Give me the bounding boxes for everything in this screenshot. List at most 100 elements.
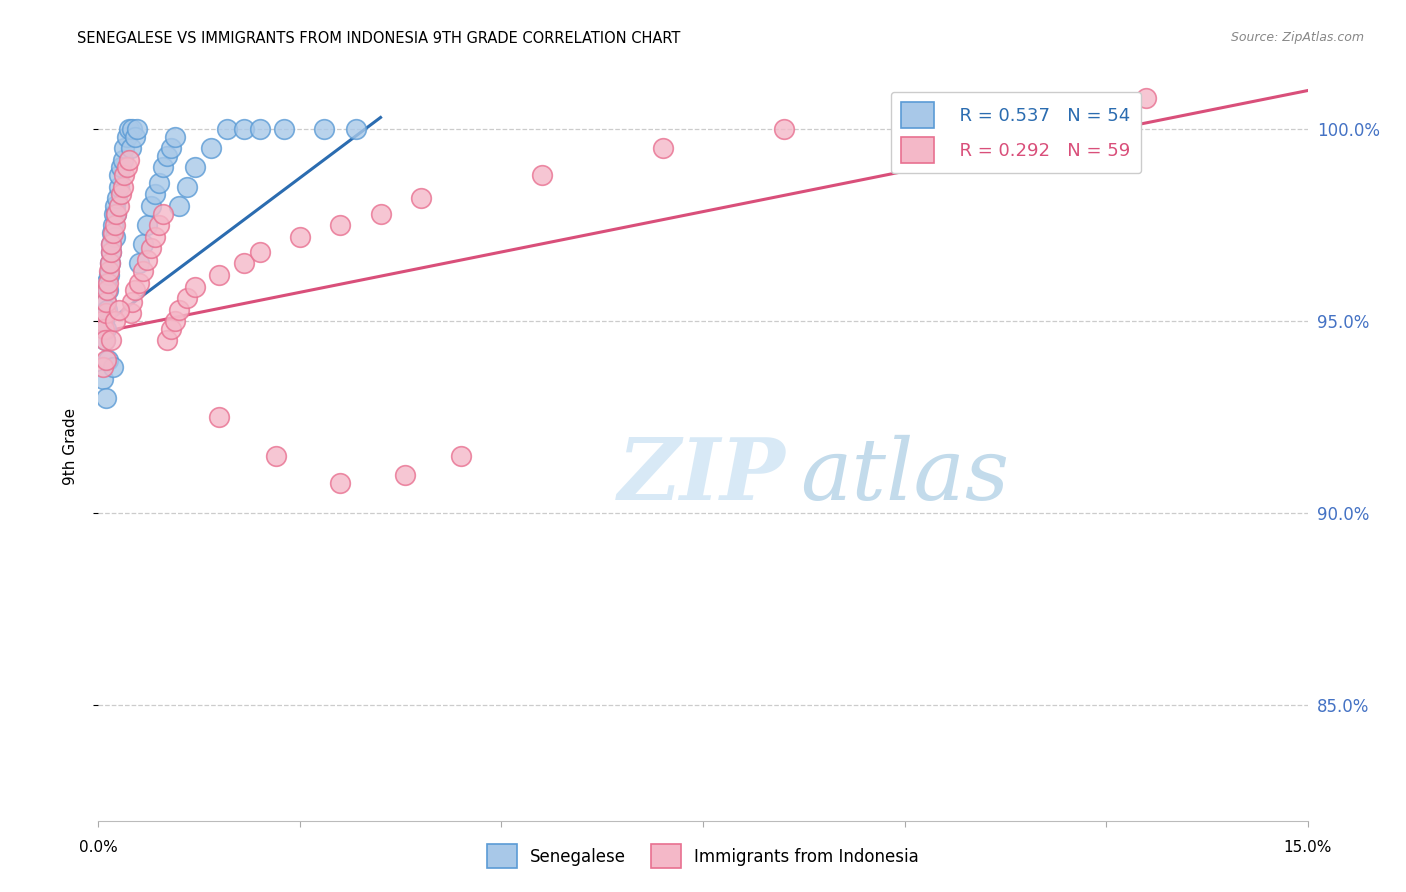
- Point: [101, 218, 124, 232]
- Point: [91, 360, 114, 375]
- Point: [108, 168, 131, 182]
- Point: [329, 218, 352, 232]
- Point: [156, 149, 179, 163]
- Point: [156, 334, 179, 348]
- Point: [128, 256, 150, 270]
- Point: [96, 302, 118, 317]
- Point: [110, 161, 132, 175]
- Point: [101, 360, 124, 375]
- Point: [94, 322, 117, 336]
- Point: [394, 467, 416, 482]
- Point: [100, 244, 122, 259]
- Text: 15.0%: 15.0%: [1284, 840, 1331, 855]
- Point: [93, 314, 115, 328]
- Point: [1135, 91, 1157, 105]
- Point: [94, 352, 117, 367]
- Point: [97, 268, 120, 282]
- Point: [121, 122, 143, 136]
- Point: [143, 229, 166, 244]
- Point: [139, 241, 162, 255]
- Point: [120, 306, 142, 320]
- Point: [329, 475, 352, 490]
- Point: [107, 302, 129, 317]
- Point: [249, 122, 271, 136]
- Point: [93, 322, 115, 336]
- Point: [264, 449, 287, 463]
- Point: [232, 122, 254, 136]
- Point: [132, 264, 155, 278]
- Point: [100, 237, 122, 252]
- Point: [112, 168, 135, 182]
- Point: [115, 161, 138, 175]
- Point: [139, 199, 162, 213]
- Point: [103, 199, 125, 213]
- Point: [96, 284, 118, 298]
- Point: [115, 129, 138, 144]
- Point: [100, 334, 122, 348]
- Point: [370, 206, 392, 220]
- Point: [118, 122, 141, 136]
- Point: [97, 276, 120, 290]
- Point: [101, 226, 124, 240]
- Point: [118, 153, 141, 167]
- Point: [163, 129, 186, 144]
- Legend:   R = 0.537   N = 54,   R = 0.292   N = 59: R = 0.537 N = 54, R = 0.292 N = 59: [890, 92, 1142, 173]
- Point: [772, 122, 794, 136]
- Point: [132, 237, 155, 252]
- Point: [103, 206, 125, 220]
- Text: atlas: atlas: [800, 434, 1010, 517]
- Point: [152, 161, 174, 175]
- Point: [120, 141, 142, 155]
- Point: [148, 218, 170, 232]
- Point: [107, 199, 129, 213]
- Point: [101, 226, 124, 240]
- Point: [208, 410, 231, 425]
- Point: [409, 191, 432, 205]
- Point: [98, 256, 121, 270]
- Point: [96, 276, 118, 290]
- Point: [104, 229, 127, 244]
- Point: [152, 206, 174, 220]
- Point: [91, 306, 114, 320]
- Point: [94, 334, 117, 348]
- Point: [143, 187, 166, 202]
- Point: [112, 141, 135, 155]
- Point: [96, 294, 118, 309]
- Point: [176, 179, 198, 194]
- Point: [200, 141, 222, 155]
- Point: [105, 206, 128, 220]
- Point: [176, 291, 198, 305]
- Point: [100, 237, 122, 252]
- Point: [160, 322, 183, 336]
- Point: [217, 122, 239, 136]
- Point: [167, 302, 190, 317]
- Legend: Senegalese, Immigrants from Indonesia: Senegalese, Immigrants from Indonesia: [479, 838, 927, 875]
- Point: [111, 153, 134, 167]
- Point: [273, 122, 295, 136]
- Point: [135, 218, 157, 232]
- Point: [1014, 103, 1036, 117]
- Point: [148, 176, 170, 190]
- Point: [97, 264, 120, 278]
- Point: [97, 284, 120, 298]
- Point: [450, 449, 472, 463]
- Point: [651, 141, 673, 155]
- Point: [98, 256, 121, 270]
- Point: [288, 229, 311, 244]
- Y-axis label: 9th Grade: 9th Grade: [63, 408, 77, 484]
- Point: [94, 391, 117, 405]
- Point: [97, 352, 120, 367]
- Point: [128, 276, 150, 290]
- Point: [107, 179, 129, 194]
- Point: [94, 306, 117, 320]
- Point: [94, 334, 117, 348]
- Point: [91, 314, 114, 328]
- Point: [160, 141, 183, 155]
- Point: [232, 256, 254, 270]
- Point: [208, 268, 231, 282]
- Point: [105, 206, 128, 220]
- Text: Source: ZipAtlas.com: Source: ZipAtlas.com: [1230, 31, 1364, 45]
- Point: [100, 244, 122, 259]
- Point: [127, 122, 149, 136]
- Point: [184, 279, 207, 293]
